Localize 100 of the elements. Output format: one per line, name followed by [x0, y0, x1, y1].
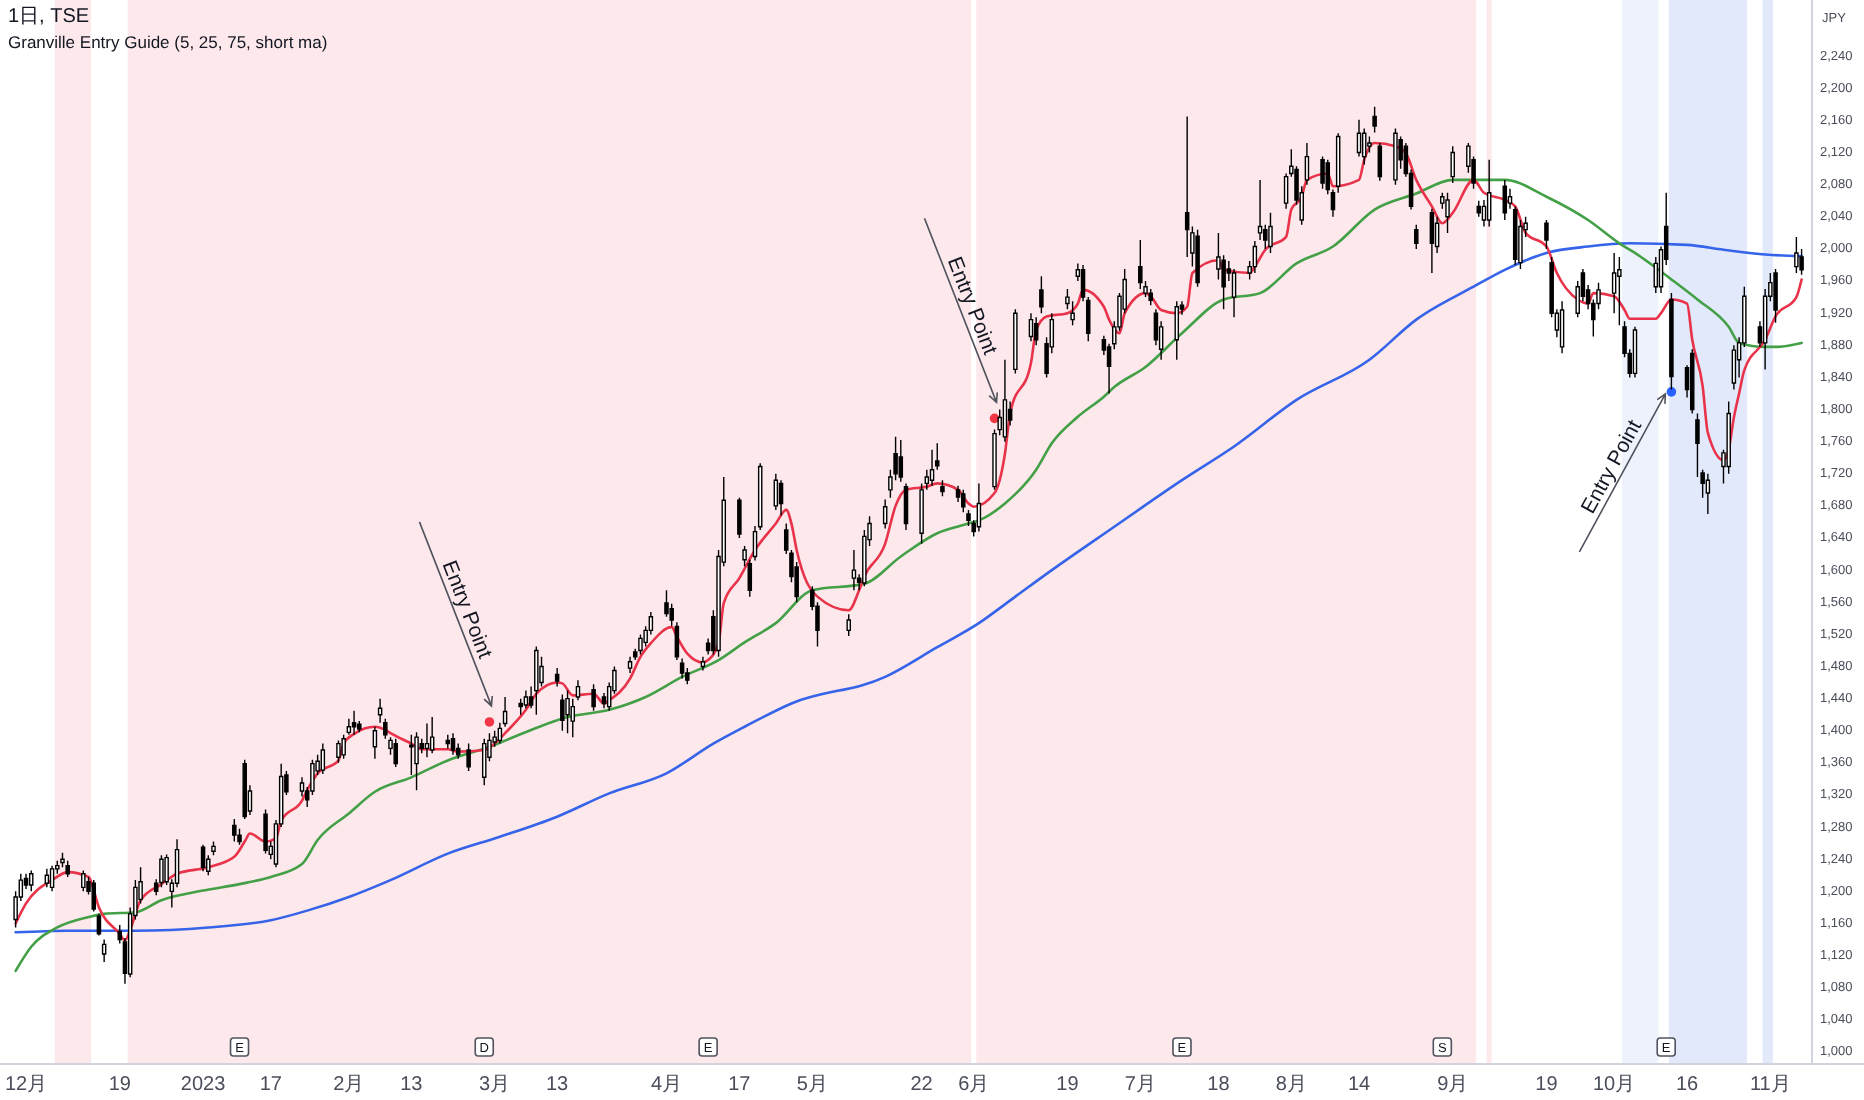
candlestick [1414, 224, 1419, 250]
candlestick [1028, 312, 1034, 342]
candlestick [1393, 127, 1398, 186]
candlestick [1544, 219, 1549, 250]
x-tick-label: 13 [546, 1074, 570, 1096]
candlestick [773, 473, 779, 511]
candlestick [1304, 142, 1310, 186]
candlestick [1361, 127, 1367, 166]
annotation: Entry Point [941, 253, 1002, 359]
x-tick-label: 19 [1056, 1074, 1080, 1096]
candlestick [1002, 359, 1008, 443]
candlestick [28, 869, 34, 893]
candlestick [1039, 275, 1044, 314]
candlestick [664, 589, 669, 618]
candlestick [882, 498, 888, 530]
candlestick [534, 645, 539, 716]
candlestick [1773, 268, 1778, 324]
candlestick [1445, 192, 1450, 234]
candlestick [700, 656, 706, 672]
candlestick [1502, 179, 1508, 221]
candlestick [627, 656, 633, 674]
candlestick [737, 497, 742, 539]
x-tick-label: 13 [400, 1074, 424, 1096]
x-tick-label: 6月 [958, 1074, 990, 1096]
candlestick [351, 709, 357, 736]
candlestick [445, 734, 451, 750]
candlestick [232, 818, 237, 843]
candlestick [49, 864, 55, 893]
candlestick [101, 938, 107, 963]
candlestick [638, 633, 643, 656]
candlestick [851, 549, 857, 591]
x-tick-label: 2月 [333, 1074, 365, 1096]
candlestick [242, 758, 247, 820]
candlestick [159, 854, 164, 889]
candlestick [518, 697, 523, 716]
candlestick [1632, 326, 1638, 379]
candlestick [523, 689, 529, 709]
candlestick [976, 482, 982, 533]
x-tick-label: 8月 [1275, 1074, 1307, 1096]
candlestick [65, 860, 70, 878]
candlestick [393, 738, 398, 768]
candlestick [414, 731, 419, 791]
candlestick [1174, 300, 1180, 361]
candlestick [466, 742, 471, 772]
candlestick [1794, 236, 1799, 274]
annotation: Entry Point [436, 557, 497, 662]
x-tick-label: 17 [259, 1074, 283, 1096]
candlestick [1268, 212, 1273, 254]
candlestick [1559, 300, 1565, 355]
candlestick [1148, 288, 1153, 306]
candlestick [320, 742, 326, 775]
candlestick [898, 439, 904, 483]
candlestick [1486, 159, 1492, 228]
x-tick-label: 18 [1207, 1074, 1231, 1096]
candlestick [44, 868, 50, 889]
candlestick [1705, 473, 1711, 515]
chart-title: 1日, TSE [8, 6, 90, 28]
candlestick [1320, 155, 1325, 190]
candlestick [570, 697, 576, 738]
candlestick [91, 879, 96, 913]
candlestick [1013, 308, 1018, 375]
x-tick-label: 19 [108, 1074, 132, 1096]
candlestick [372, 726, 378, 760]
candlestick [778, 479, 784, 517]
candlestick [429, 716, 435, 754]
candlestick [961, 489, 966, 514]
x-tick-label: 12月 [4, 1074, 48, 1096]
candlestick [1476, 200, 1482, 218]
candlestick [1450, 145, 1455, 184]
x-tick-label: 22 [910, 1074, 934, 1096]
candlestick [560, 693, 565, 732]
candlestick [211, 840, 216, 856]
candlestick [1429, 208, 1435, 274]
candlestick [1138, 239, 1143, 290]
x-tick-label: 7月 [1124, 1074, 1156, 1096]
point [1666, 387, 1677, 397]
candlestick [1356, 118, 1362, 158]
x-tick-label: 11月 [1749, 1074, 1791, 1096]
text: Granville Entry Guide (5, 25, 75, short ma) [8, 32, 328, 52]
candlestick [565, 689, 570, 734]
x-tick-label: 3月 [479, 1074, 511, 1096]
candlestick [575, 679, 581, 701]
candlestick [554, 667, 560, 688]
x-tick-label: 2023 [180, 1074, 227, 1096]
candlestick [591, 683, 596, 712]
candlestick [336, 739, 341, 764]
candlestick [200, 844, 206, 872]
candlestick [929, 448, 935, 487]
candlestick [1195, 228, 1200, 288]
candlestick [1372, 106, 1377, 134]
candlestick [96, 913, 102, 937]
candlestick [1257, 179, 1263, 241]
candlestick [450, 732, 456, 756]
candlestick [1512, 205, 1518, 266]
x-tick-label: 16 [1675, 1074, 1700, 1096]
candlestick [1252, 240, 1258, 274]
x-tick-label: 17 [728, 1074, 752, 1096]
candlestick [1731, 344, 1737, 391]
point [484, 717, 495, 727]
candlestick [940, 479, 945, 497]
